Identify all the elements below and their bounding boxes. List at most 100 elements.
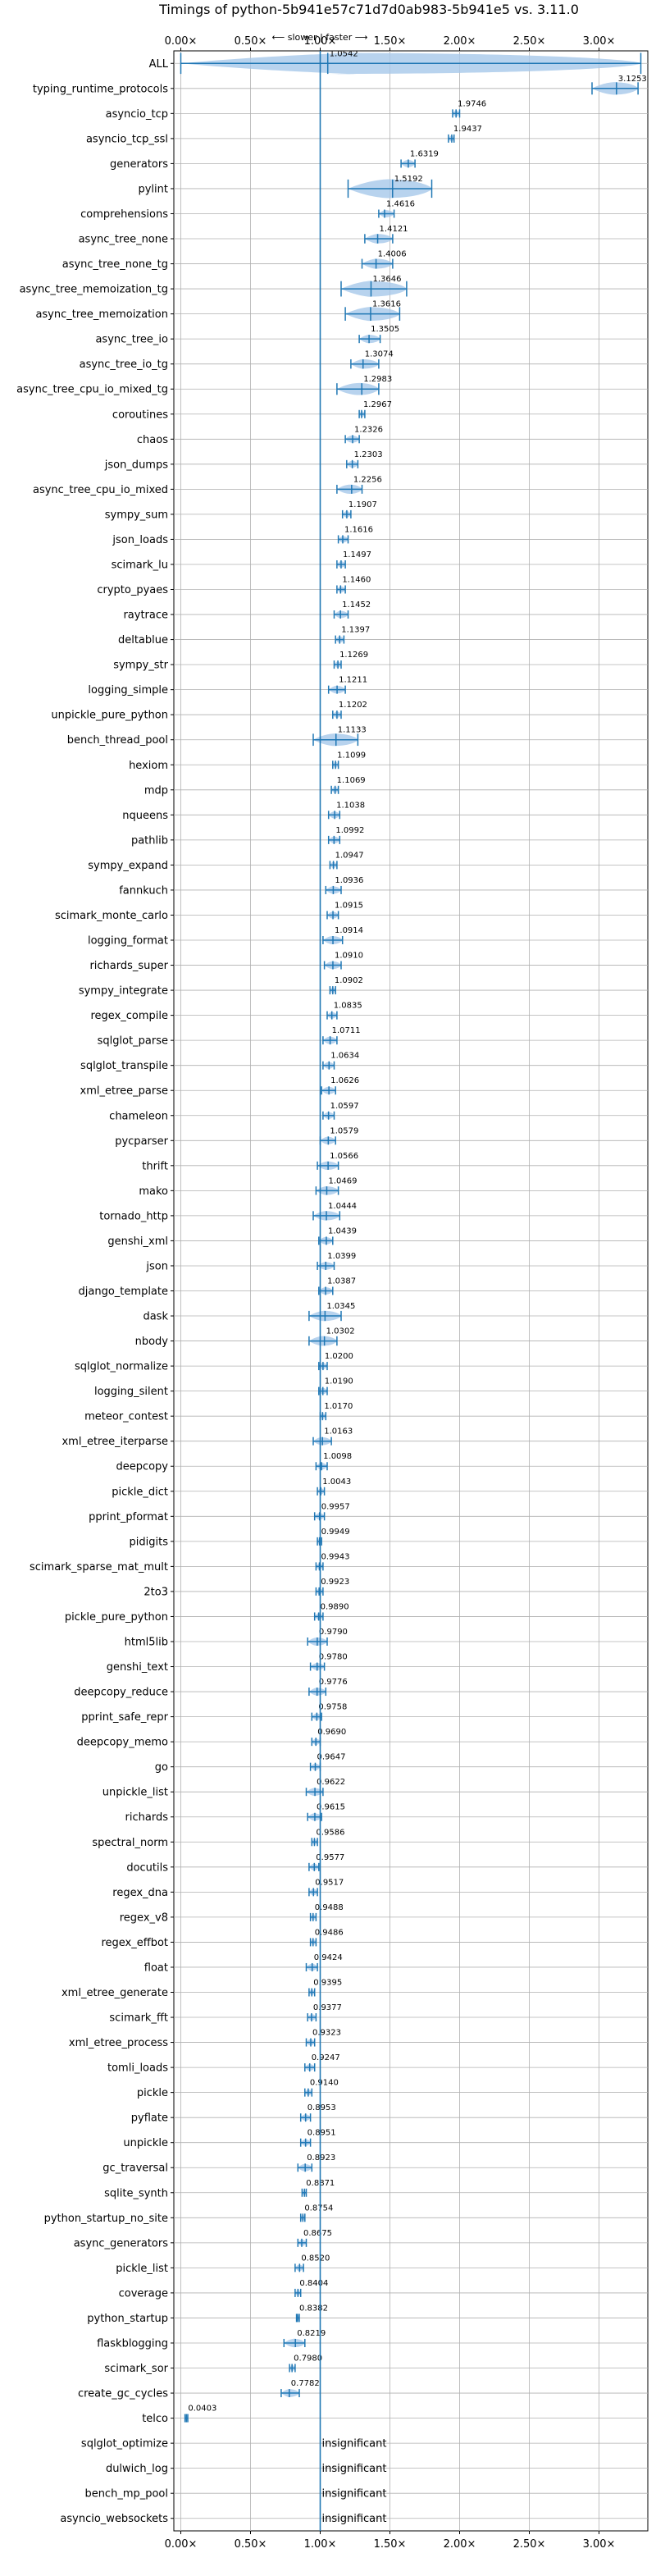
- value-label: 1.0634: [330, 1052, 359, 1061]
- value-label: 1.4616: [386, 199, 415, 208]
- value-label: 0.9790: [319, 1628, 348, 1637]
- value-label: 0.7980: [294, 2354, 322, 2364]
- benchmark-label: async_tree_cpu_io_mixed: [33, 484, 168, 496]
- benchmark-label: json_loads: [112, 534, 168, 546]
- value-label: 0.9690: [317, 1728, 346, 1737]
- benchmark-label: fannkuch: [119, 884, 168, 897]
- benchmark-label: pyflate: [131, 2112, 168, 2125]
- value-label: 0.8219: [297, 2329, 326, 2338]
- benchmark-label: crypto_pyaes: [97, 584, 168, 596]
- benchmark-label: dask: [143, 1311, 168, 1323]
- benchmark-label: bench_thread_pool: [67, 734, 168, 747]
- benchmark-label: genshi_text: [107, 1661, 168, 1674]
- value-label: 1.0170: [324, 1402, 353, 1411]
- value-label: 1.2326: [354, 425, 383, 434]
- value-label: 1.3505: [371, 325, 399, 334]
- benchmark-label: python_startup: [87, 2313, 168, 2325]
- value-label: 1.0345: [326, 1302, 355, 1311]
- benchmark-label: thrift: [142, 1160, 168, 1172]
- benchmark-label: deepcopy: [116, 1461, 168, 1473]
- benchmark-label: sympy_integrate: [79, 985, 168, 998]
- value-label: 0.8404: [299, 2279, 328, 2288]
- benchmark-label: xml_etree_parse: [80, 1085, 168, 1098]
- benchmark-label: coroutines: [112, 409, 168, 421]
- value-label: 1.0200: [325, 1352, 353, 1361]
- value-label: 0.8923: [307, 2154, 335, 2163]
- value-label: 1.0399: [327, 1252, 356, 1261]
- value-label: 0.9949: [321, 1528, 350, 1537]
- x-tick-label-bottom: 1.00×: [304, 2538, 337, 2551]
- benchmark-label: dulwich_log: [106, 2463, 168, 2475]
- benchmark-label: pickle: [137, 2087, 168, 2099]
- benchmark-label: docutils: [126, 1861, 168, 1874]
- benchmark-label: genshi_xml: [107, 1235, 168, 1248]
- value-label: 0.8382: [299, 2304, 328, 2313]
- benchmark-label: comprehensions: [80, 208, 168, 221]
- benchmark-label: chameleon: [109, 1110, 168, 1122]
- plot-area: 0.00× 0.00× 0.50× 0.50× 1.00× 1.00× 1.50× 1.50×…: [16, 35, 649, 2551]
- benchmark-label: regex_v8: [120, 1911, 168, 1924]
- benchmark-label: sympy_expand: [88, 860, 168, 872]
- benchmark-label: async_tree_io_tg: [80, 359, 168, 371]
- benchmark-label: async_tree_none: [79, 234, 168, 246]
- benchmark-label: asyncio_tcp_ssl: [86, 133, 168, 145]
- benchmark-label: go: [155, 1761, 168, 1774]
- value-label: 0.9622: [317, 1778, 345, 1787]
- benchmark-label: pickle_list: [116, 2263, 168, 2275]
- value-label: 1.1907: [348, 500, 377, 509]
- benchmark-label: pprint_pformat: [89, 1511, 168, 1523]
- value-label: 0.9577: [316, 1853, 344, 1862]
- value-label: 0.8520: [301, 2254, 330, 2263]
- benchmark-label: sqlglot_normalize: [75, 1361, 168, 1373]
- benchmark-label: deepcopy_memo: [77, 1737, 168, 1749]
- x-tick-label-top: 0.00×: [165, 35, 198, 48]
- benchmark-label: regex_dna: [112, 1887, 168, 1899]
- value-label: 0.9957: [321, 1502, 350, 1511]
- benchmark-label: pidigits: [130, 1536, 169, 1548]
- value-label: 1.4121: [380, 225, 408, 234]
- value-label: 1.2983: [363, 375, 392, 384]
- value-label: 0.9323: [312, 2029, 341, 2038]
- value-label: 1.9746: [458, 99, 486, 108]
- value-label: 0.9943: [321, 1552, 350, 1561]
- value-label: 1.0711: [332, 1026, 361, 1035]
- value-label: 0.9424: [314, 1953, 343, 1962]
- value-label: 1.9437: [453, 125, 482, 134]
- value-label: 1.0910: [335, 952, 363, 961]
- benchmark-label: scimark_sor: [104, 2363, 168, 2375]
- benchmark-label: richards_super: [89, 960, 168, 972]
- value-label: 1.1460: [342, 576, 371, 585]
- value-label: 0.8951: [308, 2129, 336, 2138]
- benchmark-label: mako: [139, 1185, 168, 1198]
- value-label: 0.9140: [310, 2079, 339, 2088]
- benchmark-label: nbody: [135, 1336, 169, 1348]
- value-label: 1.5192: [394, 175, 423, 184]
- benchmark-label: sqlglot_transpile: [80, 1060, 168, 1072]
- benchmark-label: python_startup_no_site: [44, 2213, 168, 2225]
- benchmark-label: raytrace: [123, 610, 168, 622]
- value-label: 1.3074: [365, 350, 394, 359]
- value-label: 0.7782: [291, 2379, 320, 2388]
- benchmark-label: xml_etree_process: [69, 2037, 168, 2049]
- benchmark-label: bench_mp_pool: [84, 2488, 168, 2501]
- value-label: 1.0439: [328, 1226, 357, 1235]
- benchmark-label: async_generators: [74, 2237, 169, 2249]
- benchmark-label: sqlite_synth: [104, 2187, 168, 2199]
- value-label: 1.1211: [339, 676, 367, 685]
- x-tick-label-top: 3.00×: [583, 35, 616, 48]
- x-tick-label-top: 2.00×: [444, 35, 476, 48]
- benchmark-label: ALL: [149, 58, 169, 71]
- benchmark-label: tomli_loads: [107, 2062, 168, 2075]
- value-label: 1.0902: [335, 976, 363, 985]
- x-tick-label-top: 2.50×: [513, 35, 546, 48]
- x-tick-label-bottom: 3.00×: [583, 2538, 616, 2551]
- benchmark-label: logging_silent: [94, 1386, 168, 1398]
- value-label: 1.1269: [339, 651, 368, 660]
- benchmark-label: scimark_sparse_mat_mult: [30, 1561, 168, 1573]
- value-label: 1.0444: [328, 1202, 357, 1211]
- value-label: 0.0403: [188, 2405, 216, 2414]
- value-label: 1.0469: [328, 1176, 357, 1185]
- benchmark-label: scimark_lu: [112, 559, 168, 571]
- value-label: 1.0579: [330, 1126, 358, 1135]
- value-label: 1.1038: [336, 801, 365, 810]
